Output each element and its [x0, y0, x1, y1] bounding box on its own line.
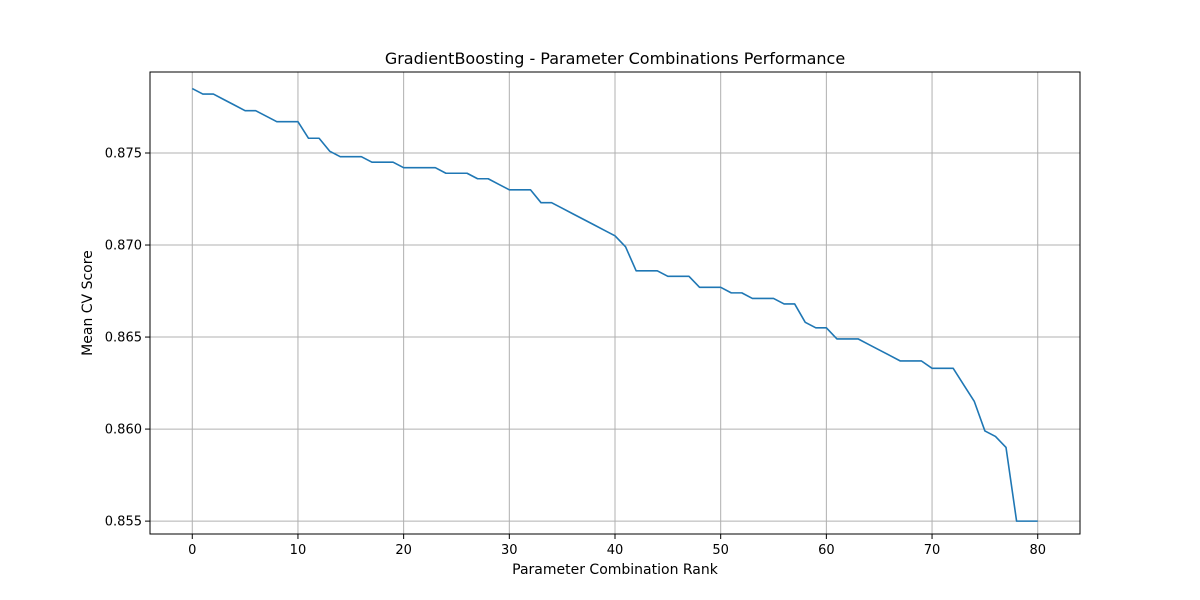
x-tick-label: 70 — [924, 543, 941, 558]
x-tick-label: 60 — [818, 543, 835, 558]
x-tick-label: 10 — [290, 543, 307, 558]
x-axis-ticks: 0 10 20 30 40 50 60 70 80 — [188, 534, 1046, 558]
x-tick-label: 40 — [607, 543, 624, 558]
y-tick-label: 0.875 — [105, 146, 142, 161]
x-tick-label: 0 — [188, 543, 196, 558]
chart-title: GradientBoosting - Parameter Combination… — [385, 49, 845, 68]
x-tick-label: 50 — [712, 543, 729, 558]
x-tick-label: 80 — [1029, 543, 1046, 558]
series-line — [191, 87, 1038, 522]
grid — [150, 72, 1080, 534]
x-tick-label: 30 — [501, 543, 518, 558]
y-axis-label: Mean CV Score — [80, 250, 96, 356]
x-tick-label: 20 — [395, 543, 412, 558]
series-layer — [191, 87, 1038, 522]
x-axis-label: Parameter Combination Rank — [512, 562, 719, 578]
y-tick-label: 0.860 — [105, 423, 142, 438]
y-tick-label: 0.870 — [105, 239, 142, 254]
y-tick-label: 0.865 — [105, 331, 142, 346]
y-axis-ticks: 0.855 0.860 0.865 0.870 0.875 — [105, 146, 150, 530]
y-tick-label: 0.855 — [105, 515, 142, 530]
